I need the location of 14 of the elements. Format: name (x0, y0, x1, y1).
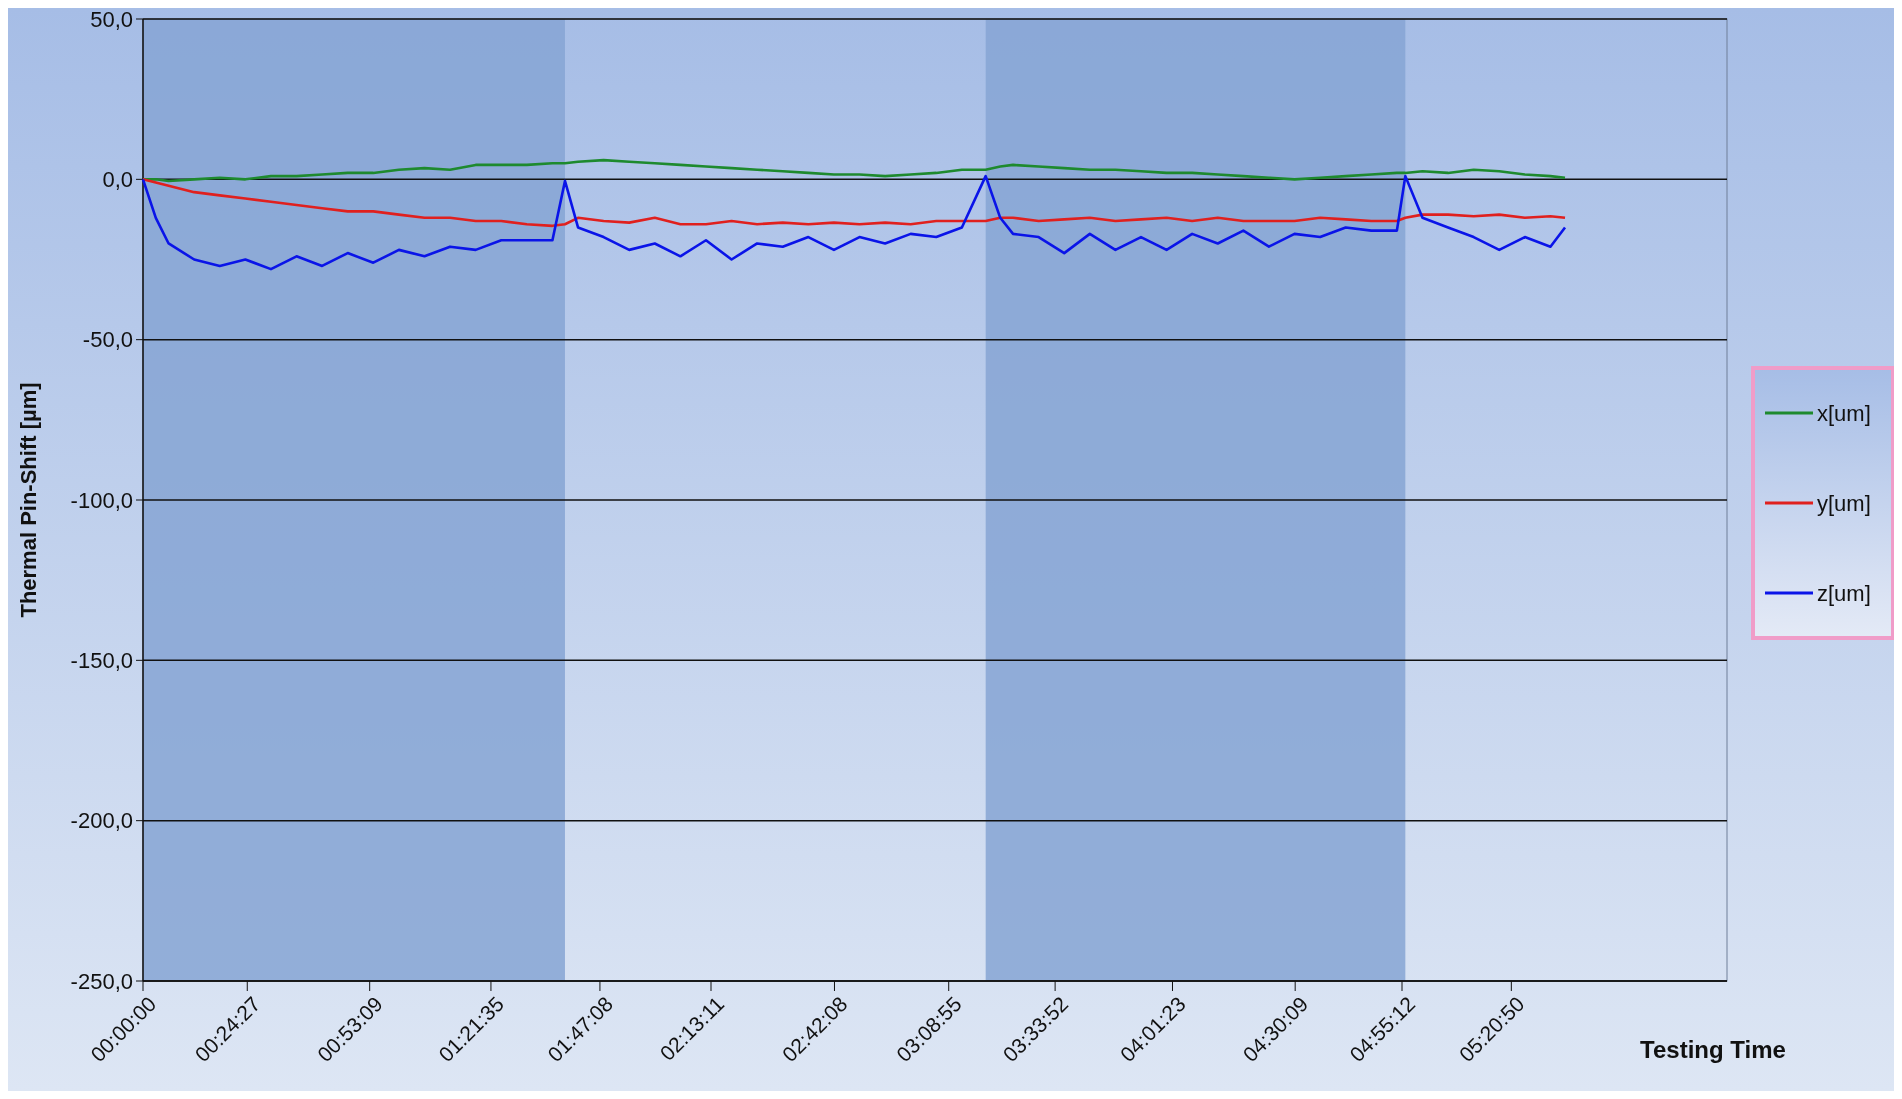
line-series (141, 178, 1567, 228)
y-tick-label: -200,0 (70, 808, 133, 834)
x-axis-title: Testing Time (1640, 1036, 1786, 1063)
line-series (141, 174, 1567, 271)
y-tick-label: -100,0 (70, 487, 133, 513)
y-axis-title: Thermal Pin-Shift [µm] (16, 382, 41, 618)
legend-label: z[um] (1817, 580, 1871, 606)
y-tick-label: 50,0 (90, 6, 133, 32)
legend-label: x[um] (1817, 400, 1871, 426)
y-tick-label: 0,0 (102, 167, 133, 193)
y-tick-label: -50,0 (82, 327, 133, 353)
y-tick-label: -250,0 (70, 968, 133, 994)
y-tick-label: -150,0 (70, 648, 133, 674)
legend-label: y[um] (1817, 490, 1871, 516)
